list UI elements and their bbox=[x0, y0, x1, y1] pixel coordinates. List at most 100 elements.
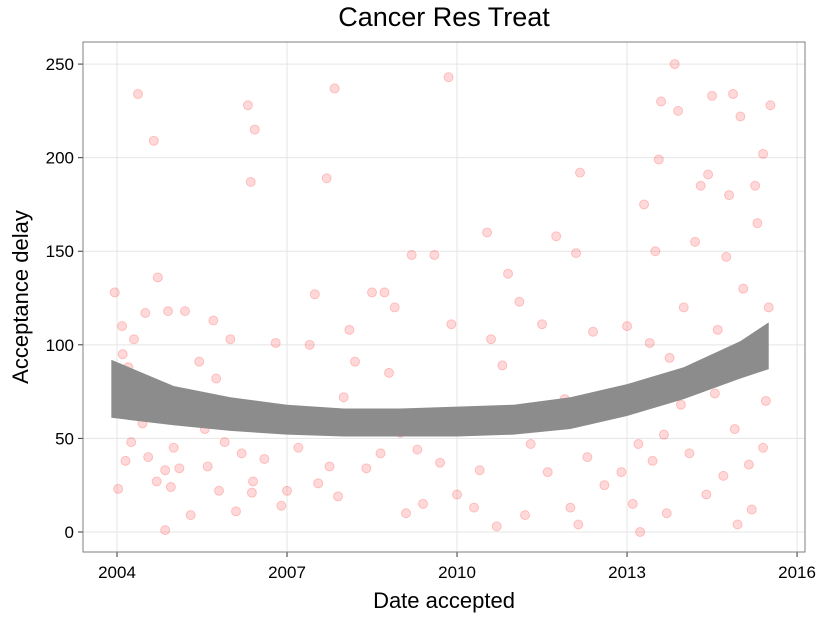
point bbox=[633, 439, 644, 450]
point bbox=[401, 508, 412, 519]
y-axis-label: Acceptance delay bbox=[8, 210, 33, 384]
point bbox=[231, 506, 242, 517]
point bbox=[658, 429, 669, 440]
point bbox=[746, 504, 757, 515]
x-tick-label: 2007 bbox=[268, 563, 306, 582]
point bbox=[151, 476, 162, 487]
plot-background bbox=[83, 42, 805, 552]
point bbox=[743, 459, 754, 470]
point bbox=[735, 111, 746, 122]
point bbox=[202, 461, 213, 472]
x-tick-label: 2010 bbox=[438, 563, 476, 582]
point bbox=[627, 498, 638, 509]
point bbox=[721, 251, 732, 262]
point bbox=[575, 167, 586, 178]
y-tick-label: 50 bbox=[55, 429, 74, 448]
point bbox=[367, 287, 378, 298]
point bbox=[168, 442, 179, 453]
point bbox=[709, 388, 720, 399]
point bbox=[113, 483, 124, 494]
point bbox=[249, 124, 260, 135]
point bbox=[245, 176, 256, 187]
point bbox=[120, 455, 131, 466]
point bbox=[763, 302, 774, 313]
point bbox=[452, 489, 463, 500]
point bbox=[361, 463, 372, 474]
point bbox=[418, 498, 429, 509]
point bbox=[140, 308, 151, 319]
point bbox=[293, 442, 304, 453]
point bbox=[246, 487, 257, 498]
point bbox=[309, 289, 320, 300]
point bbox=[126, 437, 137, 448]
point bbox=[236, 448, 247, 459]
point bbox=[211, 373, 222, 384]
point bbox=[208, 315, 219, 326]
x-axis-label: Date accepted bbox=[373, 588, 515, 613]
point bbox=[117, 321, 128, 332]
point bbox=[148, 135, 159, 146]
point bbox=[644, 337, 655, 348]
point bbox=[758, 442, 769, 453]
chart-title: Cancer Res Treat bbox=[338, 2, 550, 32]
point bbox=[270, 337, 281, 348]
point bbox=[647, 455, 658, 466]
point bbox=[616, 467, 627, 478]
point bbox=[750, 180, 761, 191]
point bbox=[389, 302, 400, 313]
point bbox=[514, 296, 525, 307]
point bbox=[219, 437, 230, 448]
point bbox=[732, 519, 743, 530]
point bbox=[588, 326, 599, 337]
point bbox=[673, 105, 684, 116]
point bbox=[429, 249, 440, 260]
point bbox=[690, 236, 701, 247]
point bbox=[656, 96, 667, 107]
point bbox=[520, 510, 531, 521]
y-tick-label: 150 bbox=[46, 242, 74, 261]
point bbox=[109, 287, 120, 298]
point bbox=[225, 334, 236, 345]
point bbox=[551, 231, 562, 242]
point bbox=[565, 502, 576, 513]
point bbox=[152, 272, 163, 283]
point bbox=[214, 485, 225, 496]
point bbox=[635, 526, 646, 537]
point bbox=[765, 100, 776, 111]
smooth-band bbox=[111, 322, 769, 437]
point bbox=[571, 248, 582, 259]
x-tick-label: 2016 bbox=[778, 563, 816, 582]
point bbox=[599, 480, 610, 491]
point bbox=[728, 89, 739, 100]
point bbox=[703, 169, 714, 180]
point bbox=[537, 319, 548, 330]
point bbox=[338, 392, 349, 403]
point bbox=[375, 448, 386, 459]
point bbox=[582, 452, 593, 463]
point bbox=[738, 283, 749, 294]
point bbox=[443, 72, 454, 83]
point bbox=[573, 519, 584, 530]
point bbox=[684, 448, 695, 459]
point bbox=[695, 180, 706, 191]
point bbox=[163, 306, 174, 317]
point bbox=[165, 482, 176, 493]
point bbox=[707, 90, 718, 101]
point bbox=[661, 508, 672, 519]
point bbox=[248, 476, 259, 487]
point bbox=[724, 190, 735, 201]
point bbox=[117, 349, 128, 360]
point bbox=[406, 249, 417, 260]
point bbox=[491, 521, 502, 532]
point bbox=[185, 510, 196, 521]
point bbox=[446, 319, 457, 330]
point bbox=[650, 246, 661, 257]
point bbox=[384, 367, 395, 378]
point bbox=[313, 478, 324, 489]
point bbox=[304, 339, 315, 350]
point bbox=[474, 465, 485, 476]
point bbox=[180, 306, 191, 317]
y-tick-label: 250 bbox=[46, 55, 74, 74]
point bbox=[129, 334, 140, 345]
point bbox=[497, 360, 508, 371]
